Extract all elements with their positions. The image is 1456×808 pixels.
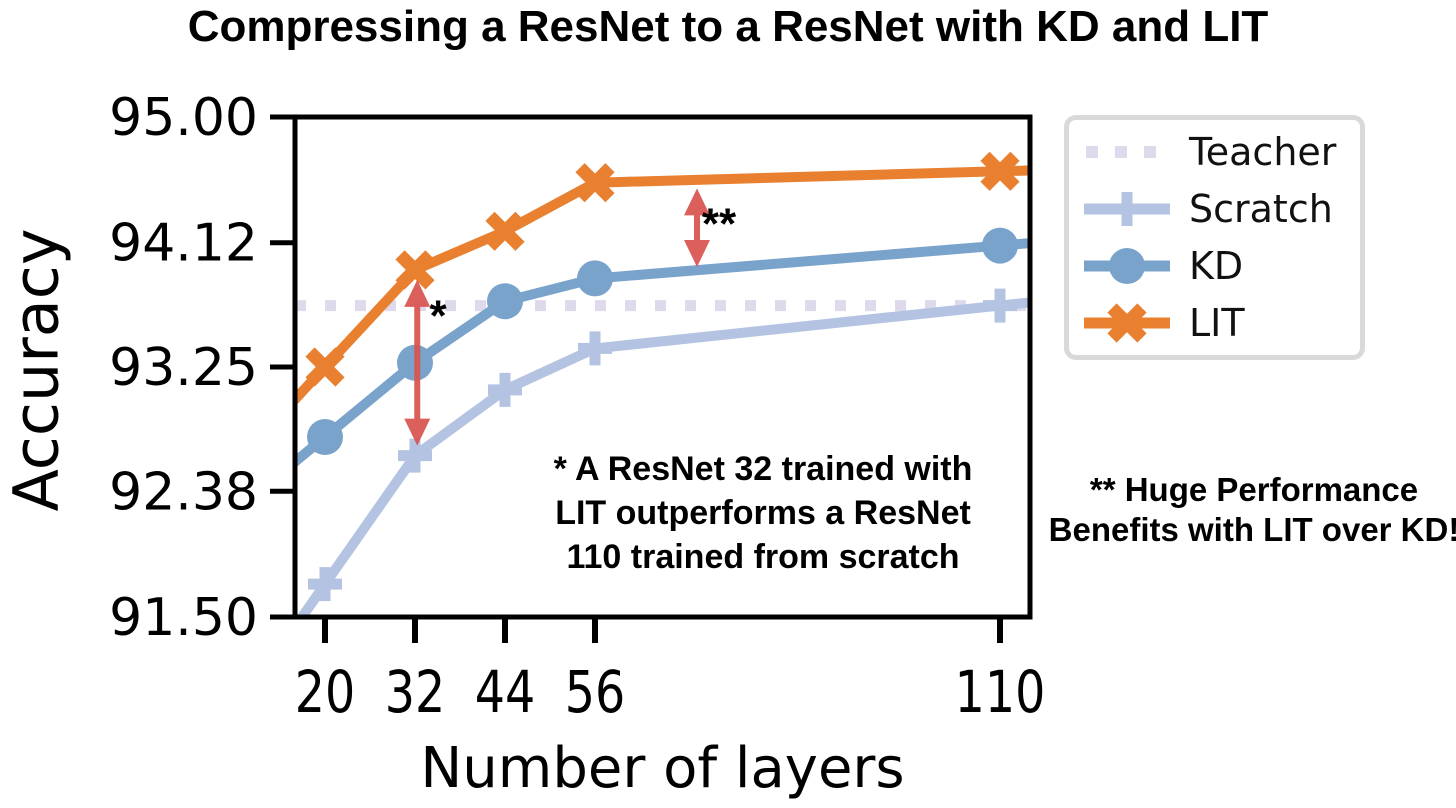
legend-item-lit: LIT — [1081, 294, 1360, 351]
annotation-huge-benefits-note: ** Huge Performance Benefits with LIT ov… — [1048, 471, 1456, 548]
gap-arrow-1 — [404, 279, 431, 446]
marker-lit-x110 — [980, 151, 1020, 191]
marker-lit-x20 — [305, 347, 345, 387]
legend-item-scratch: Scratch — [1081, 180, 1360, 237]
gap-arrow-head-up — [684, 188, 710, 216]
x-axis-label: Number of layers — [420, 736, 905, 801]
series-markers-group — [305, 151, 1020, 602]
y-tick-label-95.00: 95.00 — [109, 88, 258, 148]
legend-sample-kd-icon — [1084, 247, 1170, 284]
y-axis-label: Accuracy — [0, 228, 73, 512]
gap-arrow-head-down — [684, 240, 710, 267]
gap-arrow-head-down — [404, 418, 431, 446]
legend-sample-lit-icon — [1084, 302, 1170, 343]
annotation-double-star-marker: ** — [701, 199, 737, 249]
marker-kd-x20 — [307, 419, 343, 455]
x-tick-label-44: 44 — [475, 658, 536, 726]
legend-label-kd: KD — [1189, 243, 1244, 288]
y-tick-label-94.12: 94.12 — [109, 214, 258, 274]
marker-scratch-x32 — [398, 438, 432, 473]
marker-scratch-x56 — [578, 331, 612, 366]
legend: Teacher Scratch KD LIT — [1064, 115, 1365, 360]
marker-kd-x110 — [982, 227, 1018, 264]
x-tick-label-32: 32 — [385, 658, 446, 726]
legend-label-lit: LIT — [1189, 300, 1245, 345]
legend-marker-plus — [1110, 191, 1144, 226]
gap-arrow-head-up — [404, 279, 431, 307]
marker-lit-x56 — [575, 163, 615, 203]
legend-marker-x — [1107, 302, 1147, 343]
marker-kd-x56 — [577, 260, 613, 297]
marker-lit-x32 — [395, 250, 435, 290]
legend-item-teacher: Teacher — [1081, 123, 1360, 180]
x-tick-label-56: 56 — [565, 658, 626, 726]
marker-scratch-x44 — [488, 372, 522, 407]
legend-sample-teacher-icon — [1086, 145, 1169, 158]
marker-lit-x44 — [485, 211, 525, 251]
x-tick-label-110: 110 — [955, 658, 1046, 726]
gap-arrow-2 — [684, 188, 710, 267]
annotation-resnet32-note: * A ResNet 32 trained with LIT outperfor… — [553, 450, 973, 576]
annotation-star-marker: * — [429, 291, 447, 341]
legend-item-kd: KD — [1081, 237, 1360, 294]
x-tick-label-20: 20 — [295, 658, 356, 726]
marker-scratch-x110 — [983, 288, 1017, 323]
y-tick-label-92.38: 92.38 — [109, 462, 258, 522]
y-tick-label-93.25: 93.25 — [109, 338, 258, 398]
y-tick-label-91.50: 91.50 — [109, 588, 258, 648]
marker-kd-x44 — [487, 283, 523, 320]
chart-title: Compressing a ResNet to a ResNet with KD… — [187, 2, 1269, 51]
marker-scratch-x20 — [308, 567, 342, 602]
legend-label-teacher: Teacher — [1189, 129, 1337, 174]
legend-marker-circle — [1109, 247, 1145, 284]
legend-sample-scratch-icon — [1084, 191, 1170, 226]
legend-label-scratch: Scratch — [1189, 186, 1333, 231]
